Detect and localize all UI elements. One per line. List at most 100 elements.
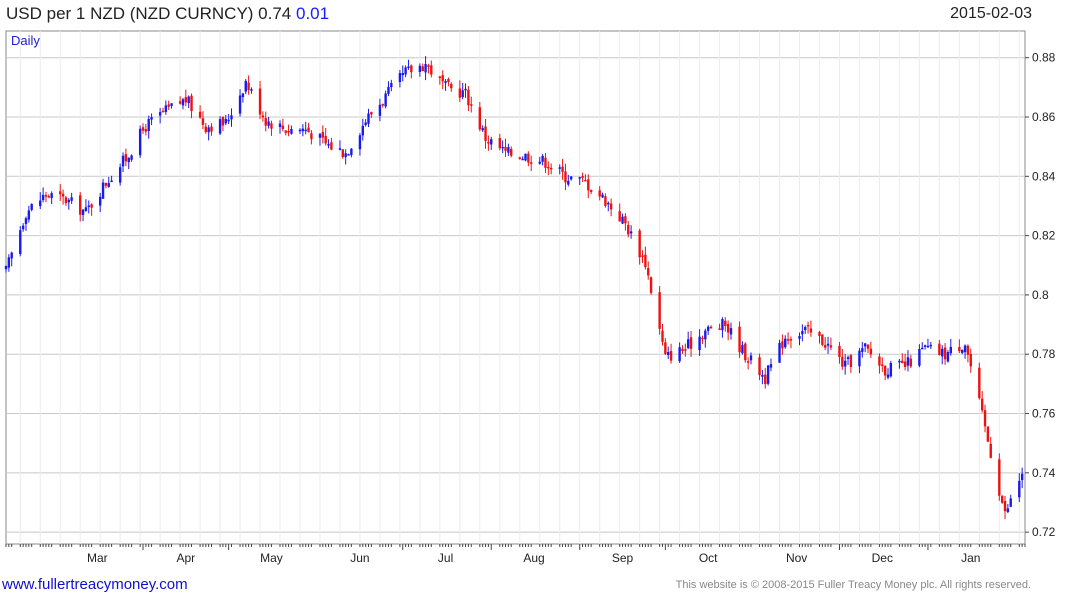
ohlc-body [284, 130, 287, 133]
ohlc-body [664, 342, 667, 354]
ohlc-body [218, 119, 222, 134]
ohlc-body [427, 65, 430, 67]
ohlc-body [278, 123, 282, 128]
ohlc-body [863, 343, 867, 347]
ohlc-body [79, 195, 82, 215]
ohlc-body [438, 76, 442, 79]
ohlc-body [943, 347, 947, 360]
ohlc-body [184, 97, 188, 103]
ohlc-body [67, 199, 70, 203]
ohlc-body [541, 155, 544, 162]
ohlc-body [569, 176, 573, 180]
ohlc-body [669, 351, 673, 361]
ohlc-body [147, 119, 150, 132]
ohlc-body [261, 115, 265, 118]
y-tick-label: 0.82 [1032, 229, 1056, 243]
ohlc-body [538, 161, 541, 164]
ohlc-body [607, 202, 610, 205]
ohlc-body [90, 204, 93, 208]
ohlc-body [358, 135, 362, 150]
ohlc-body [706, 326, 710, 331]
ohlc-body [338, 148, 342, 150]
ohlc-body [30, 204, 33, 210]
ohlc-body [1009, 498, 1012, 507]
ohlc-body [201, 118, 205, 125]
ohlc-body [104, 182, 108, 186]
ohlc-body [906, 357, 910, 366]
ohlc-body [789, 339, 793, 341]
ohlc-body [61, 193, 65, 197]
ohlc-body [881, 364, 884, 366]
ohlc-body [766, 365, 770, 384]
ohlc-body [390, 83, 393, 88]
ohlc-body [629, 231, 633, 234]
plot-frame [5, 30, 1026, 545]
ohlc-body [84, 207, 88, 211]
ohlc-body [27, 210, 31, 220]
ohlc-body [624, 216, 627, 224]
ohlc-body [44, 195, 48, 197]
ohlc-body [689, 337, 693, 349]
ohlc-body [784, 338, 787, 348]
ohlc-body [467, 89, 470, 106]
ohlc-body [961, 349, 964, 353]
ohlc-body [418, 65, 422, 73]
ohlc-body [781, 341, 784, 349]
ohlc-body [558, 167, 561, 169]
price-change: 0.01 [296, 4, 330, 23]
ohlc-body [609, 203, 613, 210]
ohlc-body [344, 153, 347, 158]
ohlc-body [21, 225, 25, 230]
ohlc-body [601, 194, 604, 198]
ohlc-body [421, 66, 424, 72]
ohlc-body [946, 352, 950, 362]
ohlc-body [701, 337, 704, 340]
ohlc-body [547, 166, 550, 169]
ohlc-body [726, 324, 730, 333]
ohlc-body [1003, 501, 1007, 512]
ohlc-body [158, 112, 162, 116]
ohlc-body [561, 166, 564, 172]
ohlc-body [164, 105, 168, 113]
ohlc-body [958, 347, 961, 352]
ohlc-body [241, 93, 245, 98]
ohlc-body [204, 126, 208, 133]
ohlc-body [1020, 473, 1024, 481]
ohlc-body [321, 131, 325, 138]
ohlc-body [918, 348, 921, 366]
ohlc-body [527, 153, 530, 163]
ohlc-body [407, 66, 410, 68]
ohlc-body [50, 193, 53, 199]
ohlc-body [324, 136, 327, 144]
site-link[interactable]: www.fullertreacymoney.com [2, 576, 188, 593]
ohlc-body [778, 342, 781, 363]
ohlc-body [398, 73, 402, 83]
ohlc-body [144, 129, 148, 132]
ohlc-body [458, 88, 462, 98]
ohlc-body [698, 336, 701, 351]
ohlc-body [821, 334, 824, 345]
ohlc-body [498, 138, 502, 149]
ohlc-body [198, 111, 202, 118]
ohlc-body [287, 130, 290, 133]
ohlc-body [250, 89, 253, 91]
ohlc-body [510, 148, 513, 156]
ohlc-body [564, 171, 567, 183]
ohlc-body [238, 95, 242, 114]
ohlc-body [686, 339, 690, 349]
ohlc-body [7, 257, 11, 268]
y-tick-label: 0.84 [1032, 169, 1056, 183]
ohlc-body [598, 190, 601, 197]
ohlc-body [567, 180, 570, 185]
x-tick-label: Oct [699, 551, 718, 565]
period-label: Daily [11, 33, 40, 48]
ohlc-body [704, 330, 707, 340]
ohlc-body [87, 205, 90, 208]
grid-lines [6, 31, 1025, 544]
ohlc-body [980, 398, 984, 411]
ohlc-body [304, 129, 307, 132]
ohlc-body [684, 349, 687, 351]
ohlc-body [823, 345, 827, 348]
y-tick-label: 0.88 [1032, 51, 1056, 65]
ohlc-body [378, 104, 382, 116]
